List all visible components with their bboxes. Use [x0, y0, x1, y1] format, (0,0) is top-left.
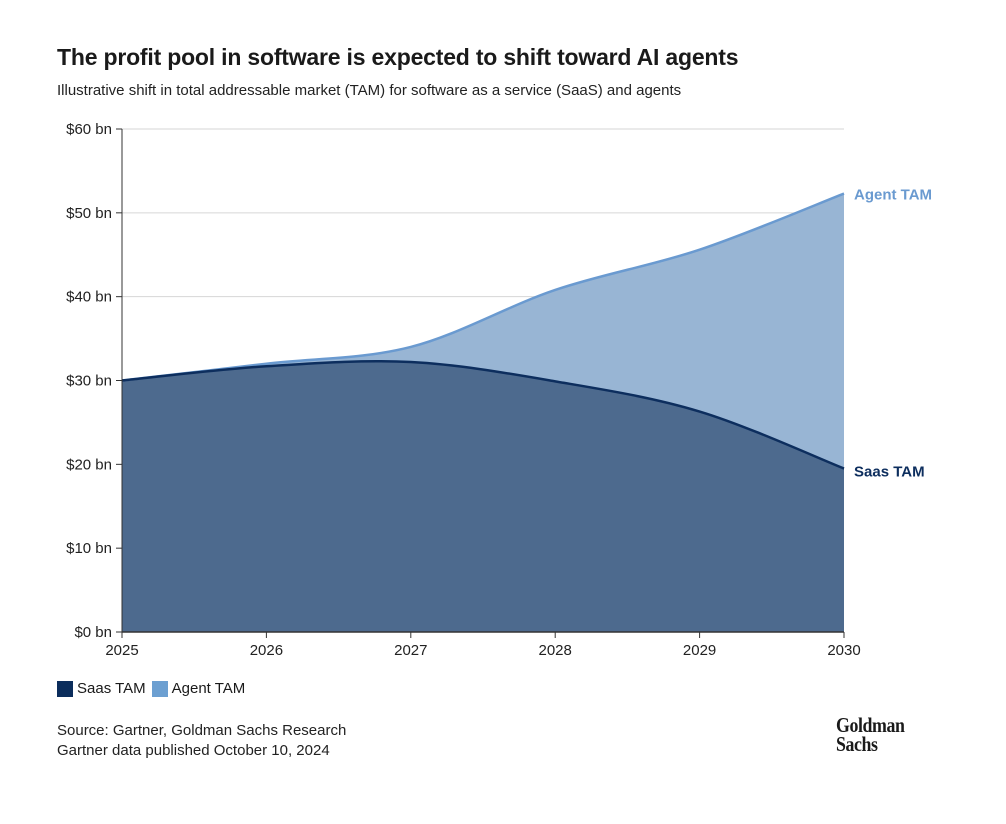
agent-tam-area	[122, 193, 844, 469]
y-tick-label: $50 bn	[66, 205, 112, 222]
x-tick-label: 2028	[539, 642, 572, 659]
y-tick-label: $40 bn	[66, 289, 112, 306]
x-tick-label: 2030	[827, 642, 860, 659]
legend: Saas TAM Agent TAM	[57, 680, 251, 697]
x-tick-label: 2027	[394, 642, 427, 659]
legend-swatch-agent	[151, 680, 168, 697]
goldman-sachs-logo: Goldman Sachs	[836, 713, 905, 756]
agent-tam-line	[121, 192, 845, 382]
y-tick-label: $60 bn	[66, 121, 112, 138]
y-tick-label: $30 bn	[66, 373, 112, 390]
legend-item-agent: Agent TAM	[151, 680, 246, 697]
legend-label-saas: Saas TAM	[77, 680, 146, 697]
legend-label-agent: Agent TAM	[171, 680, 246, 697]
y-tick-label: $20 bn	[66, 456, 112, 473]
x-tick-label: 2025	[105, 642, 138, 659]
x-tick-label: 2026	[250, 642, 283, 659]
saas-tam-end-label: Saas TAM	[854, 464, 925, 481]
legend-swatch-saas	[57, 680, 73, 697]
logo-line-2: Sachs	[836, 732, 878, 756]
data-date-note: Gartner data published October 10, 2024	[57, 742, 330, 759]
chart-subtitle: Illustrative shift in total addressable …	[57, 82, 682, 99]
logo-line-1: Goldman	[836, 713, 905, 737]
y-tick-label: $10 bn	[66, 540, 112, 557]
legend-item-saas: Saas TAM	[57, 680, 146, 697]
chart-title: The profit pool in software is expected …	[57, 44, 739, 70]
saas-tam-line	[121, 359, 845, 470]
saas-tam-area	[122, 361, 844, 632]
source-note: Source: Gartner, Goldman Sachs Research …	[57, 721, 346, 761]
source-text: Source: Gartner, Goldman Sachs Research	[57, 722, 347, 739]
agent-tam-end-label: Agent TAM	[854, 187, 932, 204]
x-tick-label: 2029	[683, 642, 716, 659]
y-tick-label: $0 bn	[74, 624, 112, 641]
